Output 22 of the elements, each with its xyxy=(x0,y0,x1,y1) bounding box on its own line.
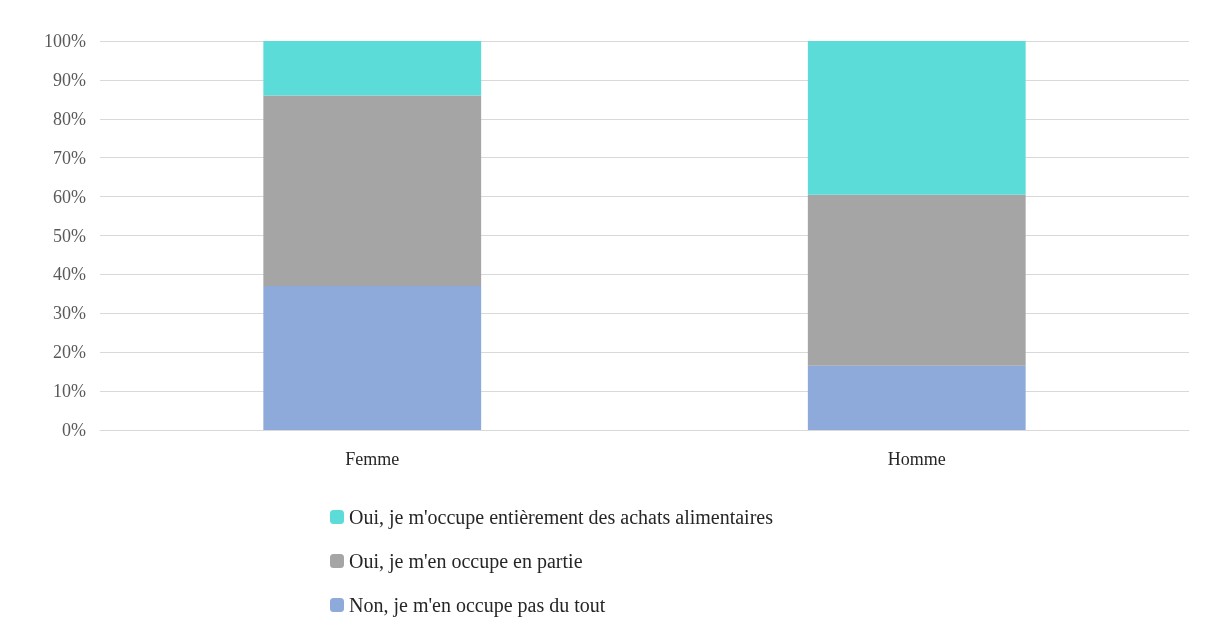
bar xyxy=(263,41,482,96)
bar xyxy=(263,95,482,287)
y-tick-label: 80% xyxy=(53,108,86,129)
bar xyxy=(263,286,482,430)
y-tick-label: 30% xyxy=(53,303,86,324)
x-tick-label: Homme xyxy=(887,449,946,469)
bar xyxy=(807,365,1026,430)
y-tick-label: 60% xyxy=(53,186,86,207)
bar xyxy=(807,41,1026,195)
y-tick-label: 50% xyxy=(53,225,86,246)
y-tick-label: 0% xyxy=(62,420,86,440)
legend-label: Non, je m'en occupe pas du tout xyxy=(349,594,606,617)
y-tick-label: 20% xyxy=(53,342,86,363)
x-tick-label: Femme xyxy=(345,449,400,469)
y-tick-label: 10% xyxy=(53,381,86,402)
bar xyxy=(807,194,1026,366)
y-tick-label: 40% xyxy=(53,264,86,285)
y-tick-label: 70% xyxy=(53,147,86,168)
y-tick-label: 100% xyxy=(44,31,86,51)
legend-label: Oui, je m'en occupe en partie xyxy=(349,550,583,573)
y-tick-label: 90% xyxy=(53,69,86,90)
legend-label: Oui, je m'occupe entièrement des achats alimentaires xyxy=(349,506,774,529)
